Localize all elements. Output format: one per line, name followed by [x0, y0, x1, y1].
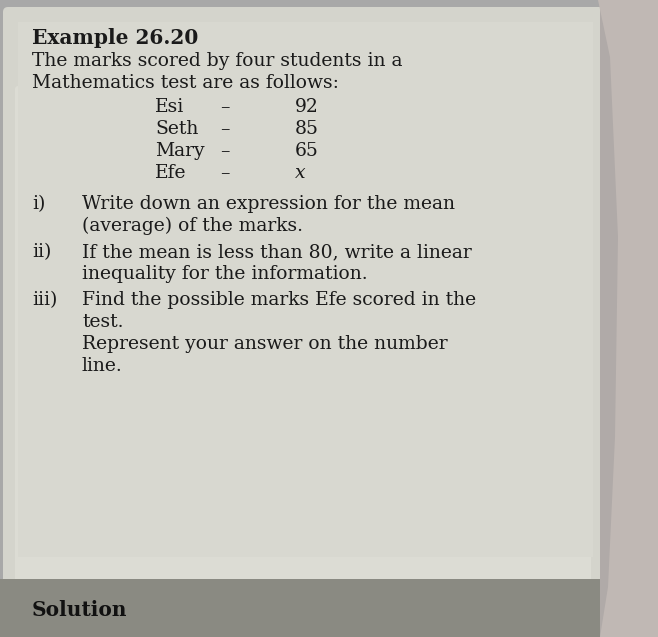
Text: ii): ii) — [32, 243, 51, 261]
Text: Solution: Solution — [32, 600, 128, 620]
Bar — [18, 22, 593, 97]
Bar — [18, 89, 593, 557]
Text: Efe: Efe — [155, 164, 186, 182]
Text: 85: 85 — [295, 120, 319, 138]
Text: Find the possible marks Efe scored in the: Find the possible marks Efe scored in th… — [82, 291, 476, 309]
Text: Esi: Esi — [155, 98, 184, 116]
Text: 65: 65 — [295, 142, 319, 160]
Text: x: x — [295, 164, 305, 182]
Text: If the mean is less than 80, write a linear: If the mean is less than 80, write a lin… — [82, 243, 472, 261]
Bar — [600, 0, 658, 637]
Text: i): i) — [32, 195, 45, 213]
Text: inequality for the information.: inequality for the information. — [82, 265, 368, 283]
Text: –: – — [220, 142, 230, 160]
Text: The marks scored by four students in a: The marks scored by four students in a — [32, 52, 403, 70]
Text: Mary: Mary — [155, 142, 205, 160]
Text: Mathematics test are as follows:: Mathematics test are as follows: — [32, 74, 339, 92]
FancyBboxPatch shape — [3, 7, 608, 612]
Text: –: – — [220, 164, 230, 182]
Text: –: – — [220, 120, 230, 138]
Bar — [0, 579, 620, 637]
Polygon shape — [598, 0, 658, 637]
Text: –: – — [220, 98, 230, 116]
Text: iii): iii) — [32, 291, 57, 309]
Text: (average) of the marks.: (average) of the marks. — [82, 217, 303, 235]
Text: test.: test. — [82, 313, 124, 331]
FancyBboxPatch shape — [15, 86, 591, 602]
Text: Example 26.20: Example 26.20 — [32, 28, 198, 48]
Text: Write down an expression for the mean: Write down an expression for the mean — [82, 195, 455, 213]
Text: Seth: Seth — [155, 120, 198, 138]
Text: line.: line. — [82, 357, 123, 375]
Text: 92: 92 — [295, 98, 319, 116]
Text: Represent your answer on the number: Represent your answer on the number — [82, 335, 447, 353]
